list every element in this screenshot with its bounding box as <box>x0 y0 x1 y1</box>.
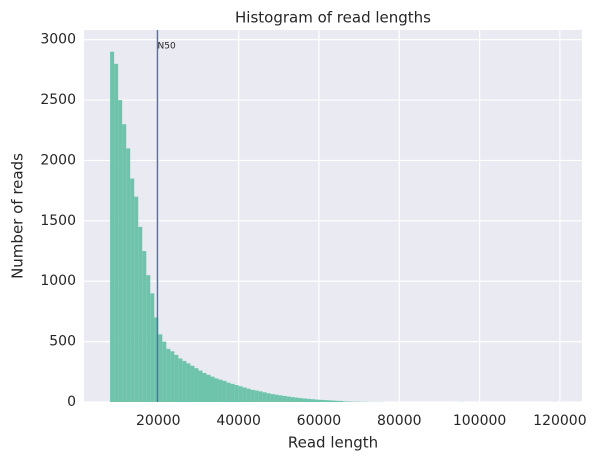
bar <box>214 378 219 402</box>
bar <box>206 374 211 402</box>
x-tick-label: 40000 <box>216 413 261 429</box>
bar <box>134 196 139 402</box>
y-tick-label: 1500 <box>40 213 76 229</box>
y-tick-label: 3000 <box>40 32 76 48</box>
bar <box>202 373 207 402</box>
bar <box>174 354 179 402</box>
bar <box>266 393 271 402</box>
bar <box>290 397 295 402</box>
bar <box>246 388 251 402</box>
bar <box>142 251 147 402</box>
bar <box>242 387 247 402</box>
bar <box>130 178 135 402</box>
bar <box>198 370 203 402</box>
bar <box>150 293 155 402</box>
bar <box>114 63 119 403</box>
bar <box>326 400 331 402</box>
bar <box>310 399 315 402</box>
bar <box>343 401 348 402</box>
bar <box>250 389 255 402</box>
x-tick-label: 20000 <box>136 413 181 429</box>
bar <box>322 400 327 402</box>
bar <box>234 385 239 402</box>
y-axis-label: Number of reads <box>9 153 27 279</box>
bar <box>254 390 259 402</box>
x-tick-label: 120000 <box>533 413 586 429</box>
bar <box>162 341 167 402</box>
plot-area <box>84 30 582 402</box>
bar <box>314 399 319 402</box>
y-tick-label: 0 <box>67 394 76 410</box>
bar <box>170 351 175 402</box>
y-tick-label: 500 <box>49 334 76 350</box>
x-axis-label: Read length <box>288 434 378 452</box>
x-tick-label: 60000 <box>297 413 342 429</box>
bar <box>258 391 263 402</box>
bar <box>330 400 336 402</box>
bar <box>210 376 215 402</box>
bar <box>222 380 227 402</box>
bar <box>138 226 143 402</box>
x-tick-label: 100000 <box>453 413 506 429</box>
bar <box>335 400 340 402</box>
y-tick-label: 2500 <box>40 92 76 108</box>
y-tick-label: 1000 <box>40 273 76 289</box>
bar <box>122 124 127 402</box>
bar <box>282 395 287 402</box>
bar <box>238 386 243 402</box>
bar <box>194 368 199 402</box>
bar <box>146 275 151 402</box>
bar <box>262 392 267 402</box>
bar <box>339 400 344 402</box>
bar <box>218 379 223 402</box>
bar <box>182 360 187 402</box>
bar <box>178 358 183 402</box>
bar <box>302 398 307 402</box>
bar <box>278 395 283 402</box>
bar <box>294 397 299 402</box>
annotation: N50 <box>157 42 175 52</box>
bar <box>230 383 235 402</box>
bar <box>126 148 131 402</box>
bar <box>154 317 159 402</box>
bar <box>286 396 291 402</box>
bar <box>190 365 195 402</box>
x-tick-label: 80000 <box>377 413 422 429</box>
bar <box>318 399 323 402</box>
bar <box>166 348 171 402</box>
bar <box>298 398 303 402</box>
bar <box>274 394 279 402</box>
chart-title: Histogram of read lengths <box>235 9 431 27</box>
bar <box>306 398 311 402</box>
bar <box>118 100 123 403</box>
y-tick-label: 2000 <box>40 152 76 168</box>
bar <box>270 394 275 402</box>
bar <box>158 334 163 402</box>
bar <box>110 51 115 402</box>
bar <box>226 382 231 402</box>
bar <box>186 363 191 402</box>
